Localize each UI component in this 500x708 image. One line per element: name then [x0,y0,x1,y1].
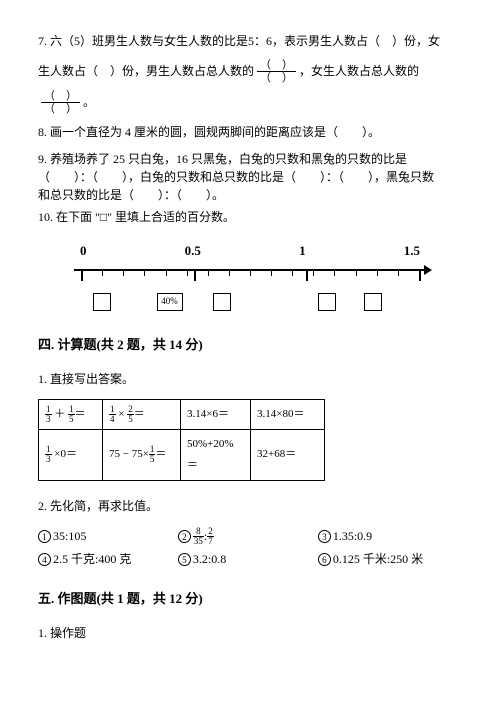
nl-major-tick [306,269,308,281]
fraction: 15 [149,445,156,464]
question-9-line3: 和总只数的比是（ ）：（ ）。 [38,186,462,204]
ratio-item: 135:105 [38,525,178,548]
nl-major-tick [419,269,421,281]
question-7-line2: 生人数占（ ）份，男生人数占总人数的 （ ） （ ） ，女生人数占总人数的 [38,59,462,84]
question-7-line3: （ ） （ ） 。 [38,90,462,115]
nl-major-tick [194,269,196,281]
nl-minor-tick [144,269,145,276]
calc-cell: 3.14×80＝ [251,399,325,429]
fraction-top: （ ） [41,90,80,103]
ratio-item: 31.35:0.9 [318,525,458,548]
section-4-title: 四. 计算题(共 2 题，共 14 分) [38,333,462,358]
number-line-answer-box [318,293,336,311]
section-4-item-2: 2. 先化简，再求比值。 [38,495,462,518]
nl-label-1: 0.5 [185,239,201,264]
nl-minor-tick [229,269,230,276]
number-line-answer-box [364,293,382,311]
q7-text-2a: 生人数占（ ）份，男生人数占总人数的 [38,60,254,83]
nl-minor-tick [166,269,167,276]
table-row: 13 ×0＝ 75 − 75×15＝ 50%+20%＝ 32+68＝ [39,429,325,480]
calc-cell: 75 − 75×15＝ [103,429,181,480]
fraction: 13 [45,445,52,464]
nl-minor-tick [398,269,399,276]
ratio-item: 42.5 千克:400 克 [38,548,178,571]
table-row: 13 ＋ 15＝ 14 × 25＝ 3.14×6＝ 3.14×80＝ [39,399,325,429]
section-5-title: 五. 作图题(共 1 题，共 12 分) [38,587,462,612]
fraction: 15 [68,405,75,424]
fraction: 27 [207,527,214,546]
nl-label-3: 1.5 [404,239,420,264]
section-4-item-1: 1. 直接写出答案。 [38,368,462,391]
fraction-blank-2: （ ） （ ） [41,90,80,115]
circled-number-icon: 2 [178,530,191,543]
nl-label-0: 0 [80,239,87,264]
fraction-blank-1: （ ） （ ） [257,59,296,84]
arrow-icon [424,265,432,275]
q7-text-3: 。 [83,91,95,114]
circled-number-icon: 4 [38,553,51,566]
number-line-boxes: 40% [74,293,426,315]
nl-minor-tick [271,269,272,276]
nl-label-2: 1 [299,239,306,264]
nl-minor-tick [292,269,293,276]
ratio-item: 53.2:0.8 [178,548,318,571]
number-line-labels: 0 0.5 1 1.5 [80,239,420,264]
number-line-answer-box [213,293,231,311]
calc-cell: 13 ＋ 15＝ [39,399,103,429]
calc-cell: 32+68＝ [251,429,325,480]
nl-major-tick [81,269,83,281]
circled-number-icon: 5 [178,553,191,566]
calc-cell: 13 ×0＝ [39,429,103,480]
number-line-answer-box [93,293,111,311]
fraction: 835 [193,527,204,546]
number-line-answer-box: 40% [157,293,183,311]
calc-cell: 3.14×6＝ [181,399,251,429]
question-7-line1: 7. 六（5）班男生人数与女生人数的比是5：6，表示男生人数占（ ）份，女 [38,30,462,53]
fraction-top: （ ） [257,59,296,72]
question-9-line2: （ ）：（ ），白兔的只数和总只数的比是（ ）：（ ），黑兔只数 [38,168,462,186]
nl-minor-tick [356,269,357,276]
fraction-bottom: （ ） [257,72,296,84]
calc-cell: 14 × 25＝ [103,399,181,429]
fraction: 25 [127,405,134,424]
q7-text-2b: ，女生人数占总人数的 [299,60,419,83]
question-8: 8. 画一个直径为 4 厘米的圆，圆规两脚间的距离应该是（ ）。 [38,121,462,144]
nl-minor-tick [377,269,378,276]
calc-cell: 50%+20%＝ [181,429,251,480]
ratio-list: 135:1052835 : 2731.35:0.942.5 千克:400 克53… [38,525,462,571]
nl-minor-tick [334,269,335,276]
fraction: 13 [45,405,52,424]
question-9-line1: 9. 养殖场养了 25 只白兔，16 只黑兔，白兔的只数和黑兔的只数的比是 [38,150,462,168]
calculation-table: 13 ＋ 15＝ 14 × 25＝ 3.14×6＝ 3.14×80＝ 13 ×0… [38,399,325,481]
fraction: 14 [109,405,116,424]
nl-minor-tick [250,269,251,276]
ratio-item: 2835 : 27 [178,525,318,548]
ratio-item: 60.125 千米:250 米 [318,548,458,571]
nl-minor-tick [102,269,103,276]
question-10: 10. 在下面 "□" 里填上合适的百分数。 [38,206,462,229]
nl-minor-tick [123,269,124,276]
number-line-figure: 0 0.5 1 1.5 40% [38,239,462,316]
section-5-item-1: 1. 操作题 [38,622,462,645]
circled-number-icon: 3 [318,530,331,543]
fraction-bottom: （ ） [41,103,80,115]
nl-minor-tick [208,269,209,276]
q7-text-1: 7. 六（5）班男生人数与女生人数的比是5：6，表示男生人数占（ ）份，女 [38,34,440,48]
circled-number-icon: 1 [38,530,51,543]
nl-minor-tick [187,269,188,276]
circled-number-icon: 6 [318,553,331,566]
nl-minor-tick [313,269,314,276]
number-line-axis-container [74,265,426,291]
